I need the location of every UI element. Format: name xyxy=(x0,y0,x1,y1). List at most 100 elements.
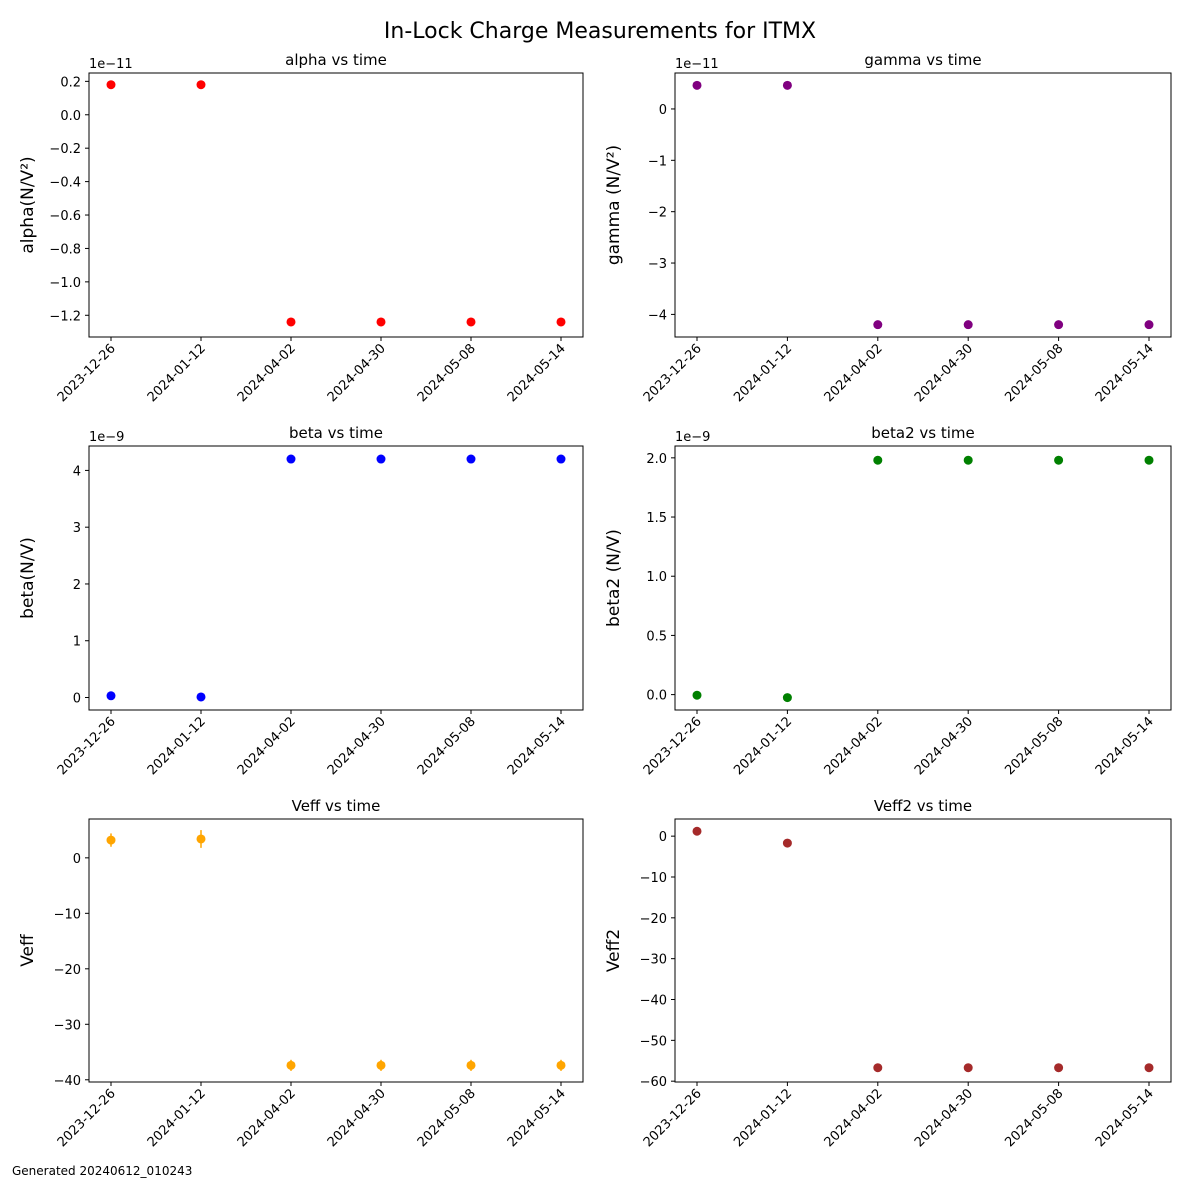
y-tick-label: 0 xyxy=(73,852,81,867)
x-tick-label: 2024-05-08 xyxy=(1002,341,1066,405)
data-point xyxy=(782,838,792,848)
y-tick-label: −1.2 xyxy=(49,309,81,324)
panel-title: beta2 vs time xyxy=(871,424,974,442)
axis-offset-label: 1e−11 xyxy=(675,57,719,72)
data-point xyxy=(963,320,973,330)
data-point xyxy=(1054,455,1064,465)
data-point xyxy=(286,317,296,327)
x-tick-label: 2024-05-08 xyxy=(415,341,479,405)
x-tick-label: 2024-05-14 xyxy=(505,341,569,405)
x-tick-label: 2024-04-02 xyxy=(822,714,886,778)
y-tick-label: −20 xyxy=(54,963,81,978)
y-tick-label: −30 xyxy=(640,953,667,968)
x-tick-label: 2023-12-26 xyxy=(641,341,705,405)
x-tick-label: 2024-04-02 xyxy=(235,714,299,778)
data-point xyxy=(782,693,792,703)
y-axis-label: beta2 (N/V) xyxy=(604,529,624,627)
axis-offset-label: 1e−9 xyxy=(675,430,710,445)
x-tick-label: 2024-01-12 xyxy=(731,1086,795,1150)
data-point xyxy=(376,454,386,464)
data-point xyxy=(1144,1063,1154,1073)
x-tick-label: 2023-12-26 xyxy=(641,714,705,778)
y-tick-label: 0 xyxy=(659,103,667,118)
x-tick-label: 2024-01-12 xyxy=(145,714,209,778)
panel-title: alpha vs time xyxy=(285,51,387,69)
y-tick-label: −20 xyxy=(640,912,667,927)
panel-title: beta vs time xyxy=(289,424,383,442)
x-tick-label: 2024-04-02 xyxy=(235,341,299,405)
data-point xyxy=(873,320,883,330)
y-tick-label: −0.6 xyxy=(49,209,81,224)
x-tick-label: 2023-12-26 xyxy=(641,1086,705,1150)
x-tick-label: 2024-05-08 xyxy=(415,1086,479,1150)
data-point xyxy=(106,835,116,845)
y-tick-label: 0 xyxy=(73,692,81,707)
data-point xyxy=(106,691,116,701)
axis-offset-label: 1e−9 xyxy=(89,430,124,445)
y-tick-label: −0.2 xyxy=(49,142,81,157)
data-point xyxy=(106,80,116,90)
x-tick-label: 2024-05-08 xyxy=(1002,714,1066,778)
data-point xyxy=(466,317,476,327)
data-point xyxy=(376,1060,386,1070)
data-point xyxy=(466,1060,476,1070)
x-tick-label: 2024-01-12 xyxy=(145,1086,209,1150)
data-point xyxy=(1054,320,1064,330)
x-tick-label: 2023-12-26 xyxy=(55,341,119,405)
x-tick-label: 2024-04-30 xyxy=(912,341,976,405)
data-point xyxy=(692,690,702,700)
x-tick-label: 2024-05-14 xyxy=(1093,714,1157,778)
y-axis-label: Veff2 xyxy=(604,929,624,972)
data-point xyxy=(963,1063,973,1073)
data-point xyxy=(196,692,206,702)
plot-frame xyxy=(674,72,1172,338)
x-tick-label: 2024-01-12 xyxy=(145,341,209,405)
data-point xyxy=(1144,455,1154,465)
x-tick-label: 2024-05-14 xyxy=(505,1086,569,1150)
y-tick-label: 2.0 xyxy=(646,452,667,467)
data-point xyxy=(1054,1063,1064,1073)
y-tick-label: 1 xyxy=(73,635,81,650)
panel-title: gamma vs time xyxy=(864,51,981,69)
y-tick-label: 1.5 xyxy=(646,511,667,526)
y-tick-label: −1 xyxy=(648,154,667,169)
y-tick-label: −30 xyxy=(54,1018,81,1033)
y-tick-label: −40 xyxy=(54,1074,81,1089)
plot-frame xyxy=(674,818,1172,1083)
data-point xyxy=(692,80,702,90)
y-tick-label: −1.0 xyxy=(49,276,81,291)
y-tick-label: −10 xyxy=(54,907,81,922)
y-tick-label: −2 xyxy=(648,206,667,221)
y-axis-label: alpha(N/V²) xyxy=(18,156,38,253)
y-axis-label: beta(N/V) xyxy=(18,537,38,619)
x-tick-label: 2024-04-30 xyxy=(912,1086,976,1150)
plot-frame xyxy=(88,445,584,711)
data-point xyxy=(873,455,883,465)
x-tick-label: 2024-04-30 xyxy=(912,714,976,778)
data-point xyxy=(782,80,792,90)
panel-title: Veff vs time xyxy=(292,797,381,815)
y-tick-label: −50 xyxy=(640,1034,667,1049)
x-tick-label: 2024-04-02 xyxy=(822,1086,886,1150)
y-tick-label: −3 xyxy=(648,257,667,272)
y-tick-label: −0.8 xyxy=(49,242,81,257)
x-tick-label: 2024-05-14 xyxy=(505,714,569,778)
x-tick-label: 2024-04-02 xyxy=(822,341,886,405)
x-tick-label: 2024-05-14 xyxy=(1093,341,1157,405)
y-tick-label: −40 xyxy=(640,994,667,1009)
x-tick-label: 2023-12-26 xyxy=(55,1086,119,1150)
data-point xyxy=(556,454,566,464)
y-tick-label: −60 xyxy=(640,1075,667,1090)
data-point xyxy=(286,454,296,464)
data-point xyxy=(873,1063,883,1073)
x-tick-label: 2024-04-30 xyxy=(325,341,389,405)
y-tick-label: 3 xyxy=(73,521,81,536)
y-tick-label: −0.4 xyxy=(49,176,81,191)
generated-footer: Generated 20240612_010243 xyxy=(12,1164,193,1178)
y-tick-label: 0 xyxy=(659,830,667,845)
panel-title: Veff2 vs time xyxy=(874,797,972,815)
data-point xyxy=(196,834,206,844)
figure-title: In-Lock Charge Measurements for ITMX xyxy=(383,19,817,44)
y-tick-label: 0.0 xyxy=(60,109,81,124)
